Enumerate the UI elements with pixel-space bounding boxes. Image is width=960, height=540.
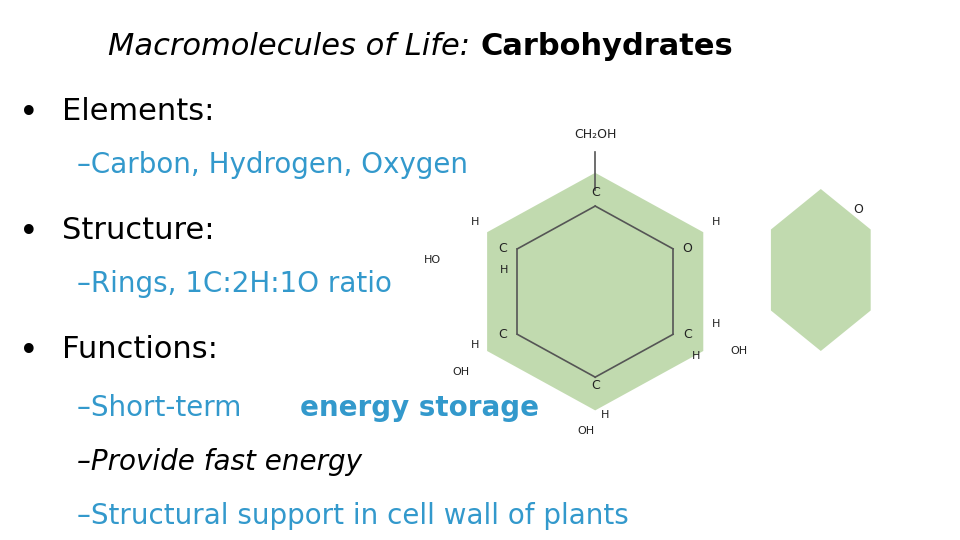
Text: Macromolecules of Life:: Macromolecules of Life: xyxy=(108,32,480,62)
Text: •: • xyxy=(19,335,38,368)
Text: OH: OH xyxy=(731,346,748,355)
Text: H: H xyxy=(692,351,701,361)
Text: –Provide fast energy: –Provide fast energy xyxy=(77,448,362,476)
Text: O: O xyxy=(853,202,863,216)
Text: Functions:: Functions: xyxy=(62,335,218,364)
Text: –Carbon, Hydrogen, Oxygen: –Carbon, Hydrogen, Oxygen xyxy=(77,151,468,179)
Text: C: C xyxy=(498,242,507,255)
Text: H: H xyxy=(470,217,479,227)
Text: •: • xyxy=(19,216,38,249)
Text: •: • xyxy=(19,97,38,130)
Text: C: C xyxy=(590,186,600,199)
Text: OH: OH xyxy=(452,367,469,377)
Text: H: H xyxy=(470,340,479,350)
Text: C: C xyxy=(590,379,600,392)
Text: H: H xyxy=(711,217,720,227)
Text: –Short-term: –Short-term xyxy=(77,394,250,422)
Text: HO: HO xyxy=(423,255,441,265)
Text: OH: OH xyxy=(577,426,594,436)
Text: O: O xyxy=(683,242,692,255)
Text: H: H xyxy=(499,265,508,275)
Polygon shape xyxy=(771,189,871,351)
Text: –Rings, 1C:2H:1O ratio: –Rings, 1C:2H:1O ratio xyxy=(77,270,392,298)
Text: Carbohydrates: Carbohydrates xyxy=(480,32,732,62)
Text: C: C xyxy=(684,328,692,341)
Polygon shape xyxy=(487,173,704,410)
Text: H: H xyxy=(601,409,609,420)
Text: CH₂OH: CH₂OH xyxy=(574,129,616,141)
Text: H: H xyxy=(711,319,720,328)
Text: C: C xyxy=(498,328,507,341)
Text: Elements:: Elements: xyxy=(62,97,215,126)
Text: Structure:: Structure: xyxy=(62,216,215,245)
Text: –Structural support in cell wall of plants: –Structural support in cell wall of plan… xyxy=(77,502,629,530)
Text: energy storage: energy storage xyxy=(300,394,540,422)
